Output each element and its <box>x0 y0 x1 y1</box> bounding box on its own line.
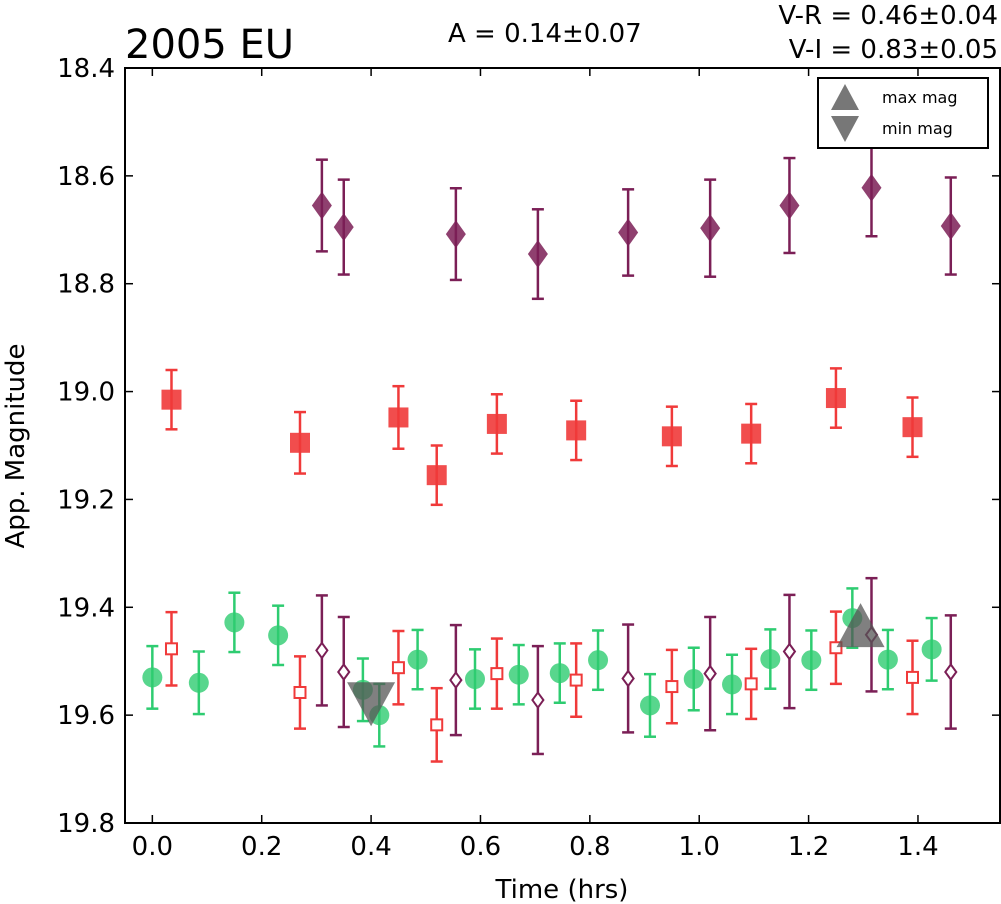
y-tick-label: 18.6 <box>57 162 115 192</box>
data-point <box>829 641 843 655</box>
series-square-open <box>164 610 919 763</box>
data-point <box>640 695 660 716</box>
data-point <box>877 649 898 670</box>
data-point <box>445 220 466 249</box>
data-point <box>588 650 609 671</box>
data-point <box>760 649 781 670</box>
legend: max mag min mag <box>817 77 989 149</box>
x-tick-label: 0.2 <box>241 832 282 862</box>
data-point <box>311 191 332 220</box>
data-point <box>391 661 405 675</box>
data-point <box>744 677 758 691</box>
data-point <box>665 680 679 694</box>
data-point <box>407 649 428 670</box>
data-point <box>388 407 409 428</box>
data-point <box>333 213 354 242</box>
data-point <box>508 664 529 685</box>
y-tick-label: 19.8 <box>57 809 115 839</box>
data-point <box>486 413 507 434</box>
x-tick-label: 1.2 <box>788 832 829 862</box>
series-circle-filled <box>142 587 942 748</box>
data-point <box>490 667 504 681</box>
y-tick-label: 19.6 <box>57 701 115 731</box>
data-point <box>779 191 800 220</box>
data-point <box>449 670 463 690</box>
data-point <box>618 218 639 247</box>
data-point <box>142 667 163 688</box>
data-point <box>661 426 682 447</box>
legend-min-mag-label: min mag <box>882 119 953 138</box>
data-layer <box>142 137 961 763</box>
series-diamond-filled <box>311 137 961 301</box>
x-tick-label: 1.0 <box>679 832 720 862</box>
amplitude-annotation: A = 0.14±0.07 <box>448 19 642 49</box>
data-point <box>825 388 846 409</box>
v-r-annotation: V-R = 0.46±0.04 <box>778 1 998 31</box>
y-tick-label: 19.2 <box>57 485 115 515</box>
min-mag-marker <box>347 682 396 727</box>
data-point <box>621 669 635 688</box>
x-tick-label: 1.4 <box>897 832 938 862</box>
data-point <box>741 423 762 444</box>
legend-max-mag-label: max mag <box>882 88 958 107</box>
data-point <box>902 417 923 438</box>
data-point <box>268 625 289 646</box>
data-point <box>569 673 583 687</box>
data-point <box>906 670 919 684</box>
x-tick-label: 0.0 <box>132 832 173 862</box>
data-point <box>293 685 307 699</box>
data-point <box>722 674 743 695</box>
data-point <box>315 641 329 660</box>
series-diamond-open <box>315 576 958 756</box>
data-point <box>430 718 444 732</box>
x-tick-label: 0.4 <box>350 832 391 862</box>
data-point <box>944 662 958 682</box>
data-point <box>224 612 245 633</box>
data-point <box>527 240 548 269</box>
legend-min-mag-marker <box>831 116 859 142</box>
data-point <box>700 214 721 243</box>
data-point <box>188 672 209 693</box>
data-point <box>531 690 545 710</box>
max-mag-marker <box>836 603 885 648</box>
data-point <box>861 173 882 202</box>
data-point <box>703 664 717 683</box>
v-i-annotation: V-I = 0.83±0.05 <box>789 35 998 65</box>
data-point <box>683 669 704 690</box>
data-point <box>782 642 797 661</box>
y-tick-label: 18.8 <box>57 270 115 300</box>
y-tick-label: 18.4 <box>57 54 115 84</box>
plot-area-frame <box>124 67 1001 824</box>
y-tick-label: 19.4 <box>57 593 115 623</box>
data-point <box>465 669 485 690</box>
legend-max-mag-marker <box>831 84 859 110</box>
x-tick-label: 0.8 <box>569 832 610 862</box>
chart-title: 2005 EU <box>125 22 294 68</box>
x-tick-label: 0.6 <box>460 832 501 862</box>
data-point <box>426 465 447 486</box>
data-point <box>801 650 822 671</box>
extrema-layer <box>347 603 885 727</box>
data-point <box>566 420 587 441</box>
data-point <box>921 639 942 660</box>
y-tick-label: 19.0 <box>57 378 115 408</box>
data-point <box>549 663 570 684</box>
data-point <box>161 389 182 410</box>
data-point <box>164 642 178 656</box>
y-axis-label: App. Magnitude <box>1 343 31 548</box>
data-point <box>290 432 310 453</box>
ticks-layer: 0.0 0.2 0.4 0.6 0.8 1.0 1.2 1.4 18.4 18.6 18.8 19.0… <box>57 54 1000 862</box>
data-point <box>940 212 961 241</box>
data-point <box>337 662 351 682</box>
series-square-filled <box>161 367 923 507</box>
x-axis-label: Time (hrs) <box>495 875 629 904</box>
